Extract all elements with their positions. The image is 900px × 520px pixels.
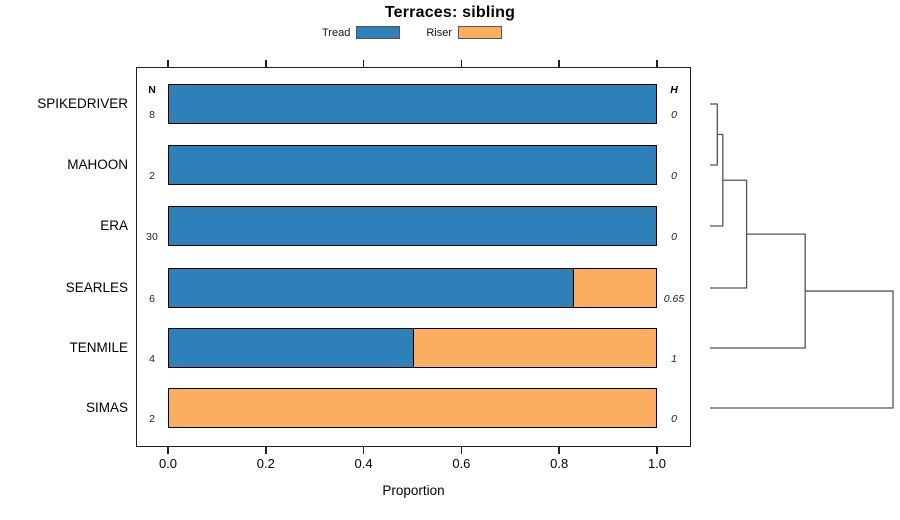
x-axis-tick-bottom <box>558 447 560 454</box>
h-value: 0 <box>671 231 677 243</box>
x-axis-tick-bottom <box>460 447 463 454</box>
n-value: 8 <box>149 109 155 121</box>
bar-segment-riser <box>573 269 656 307</box>
bar-segment-riser <box>169 389 656 427</box>
bar-segment-riser <box>412 329 656 367</box>
legend-label-tread: Tread <box>322 26 351 39</box>
x-axis-tick-label: 1.0 <box>647 456 667 471</box>
dendrogram-path <box>710 103 894 409</box>
bar-row-spikedriver <box>168 84 657 124</box>
x-axis-tick-label: 0.6 <box>452 456 471 471</box>
h-value: 0 <box>671 109 677 121</box>
x-axis-tick-label: 0.8 <box>550 456 569 471</box>
x-axis-tick-label: 0.0 <box>158 456 178 471</box>
h-value: 1 <box>671 353 677 365</box>
bar-row-searles <box>168 268 657 308</box>
category-label-era: ERA <box>100 218 128 233</box>
h-column-header: H <box>670 84 678 96</box>
category-label-spikedriver: SPIKEDRIVER <box>37 96 128 111</box>
category-label-tenmile: TENMILE <box>69 340 128 355</box>
n-column-header: N <box>148 84 156 96</box>
bar-segment-tread <box>169 85 656 123</box>
legend-swatch-tread <box>356 26 401 39</box>
x-axis-label: Proportion <box>382 483 445 498</box>
dendrogram <box>710 103 894 409</box>
x-axis-tick-top <box>265 60 267 67</box>
h-value: 0 <box>671 170 677 182</box>
n-value: 2 <box>149 170 155 182</box>
x-axis-tick-bottom <box>656 447 658 454</box>
bar-row-simas <box>168 388 657 428</box>
bar-segment-tread <box>169 146 656 184</box>
bar-row-era <box>168 206 657 246</box>
category-label-simas: SIMAS <box>85 400 128 415</box>
category-label-mahoon: MAHOON <box>67 157 128 172</box>
x-axis-tick-top <box>167 60 169 67</box>
bar-segment-tread <box>169 269 574 307</box>
legend-swatch-riser <box>458 26 502 39</box>
x-axis-tick-top <box>362 60 365 67</box>
legend: Tread Riser <box>322 26 502 39</box>
n-value: 4 <box>149 353 155 365</box>
h-value: 0.65 <box>663 293 685 305</box>
n-value: 6 <box>149 293 155 305</box>
category-label-searles: SEARLES <box>65 280 128 295</box>
x-axis-tick-label: 0.2 <box>256 456 275 471</box>
bar-row-tenmile <box>168 328 657 368</box>
x-axis-tick-top <box>558 60 560 67</box>
chart-title: Terraces: sibling <box>384 4 516 21</box>
h-value: 0 <box>671 413 677 425</box>
x-axis-tick-bottom <box>265 447 267 454</box>
bar-row-mahoon <box>168 145 657 185</box>
n-value: 30 <box>146 231 158 243</box>
x-axis-tick-label: 0.4 <box>354 456 373 471</box>
bar-segment-tread <box>169 329 413 367</box>
x-axis-tick-bottom <box>167 447 169 454</box>
x-axis-tick-top <box>460 60 463 67</box>
legend-label-riser: Riser <box>426 26 452 39</box>
x-axis-tick-top <box>656 60 658 67</box>
bar-segment-tread <box>169 207 656 245</box>
n-value: 2 <box>149 413 155 425</box>
x-axis-tick-bottom <box>362 447 365 454</box>
